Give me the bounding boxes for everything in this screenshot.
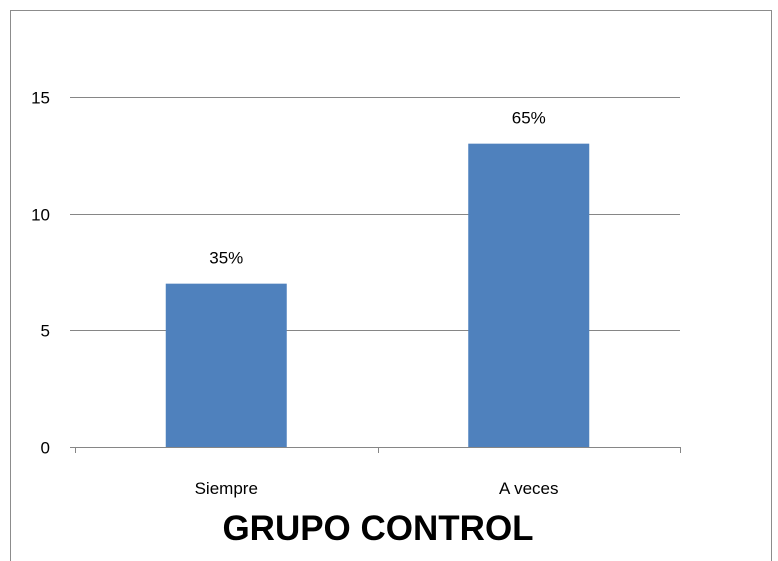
bars <box>165 143 590 447</box>
data-label: 65% <box>512 109 546 128</box>
y-axis-ticks: 0 5 10 15 <box>31 89 50 458</box>
x-tick-label: A veces <box>499 479 559 498</box>
data-labels: 35% 65% <box>209 109 546 268</box>
chart-frame <box>10 10 772 561</box>
x-tick-label: Siempre <box>195 479 258 498</box>
y-tick-label: 10 <box>31 206 50 225</box>
y-tick-label: 0 <box>41 439 50 458</box>
bar <box>468 143 590 447</box>
bar <box>165 283 287 447</box>
x-axis-ticks: Siempre A veces <box>75 447 681 498</box>
y-tick-label: 5 <box>41 322 50 341</box>
y-tick-label: 15 <box>31 89 50 108</box>
data-label: 35% <box>209 249 243 268</box>
chart-title: GRUPO CONTROL <box>222 509 533 548</box>
